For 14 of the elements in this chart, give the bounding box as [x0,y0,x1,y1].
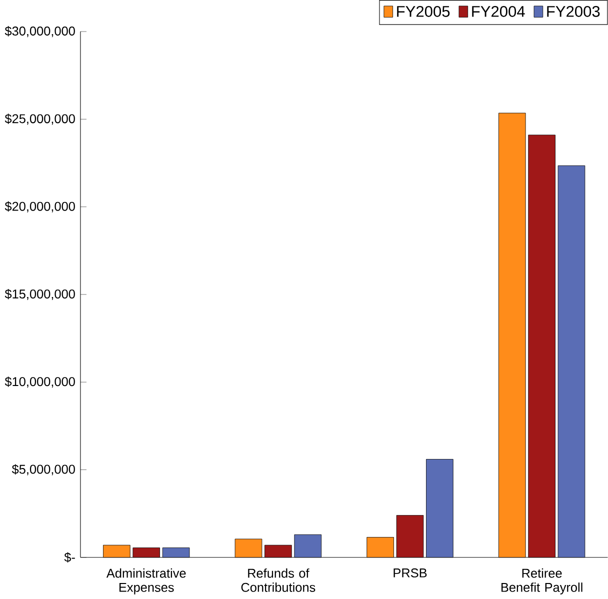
x-tick-label: Refunds of Contributions [241,568,316,592]
y-tick-label: $15,000,000 [4,288,75,300]
y-tick-label: $30,000,000 [4,26,75,37]
x-tick-label: Administrative Expenses [106,568,186,594]
x-tick-label: PRSB [394,568,427,578]
y-tick-label: $5,000,000 [12,464,75,476]
legend-label: FY2003 [547,6,600,17]
y-tick-label: $- [64,552,75,562]
y-tick-label: $25,000,000 [4,114,75,125]
y-tick-label: $10,000,000 [4,376,75,388]
x-tick-label: Retiree Benefit Payroll [501,568,582,594]
legend-label: FY2005 [397,6,450,17]
legend-label: FY2004 [472,6,525,17]
y-tick-label: $20,000,000 [4,201,75,212]
